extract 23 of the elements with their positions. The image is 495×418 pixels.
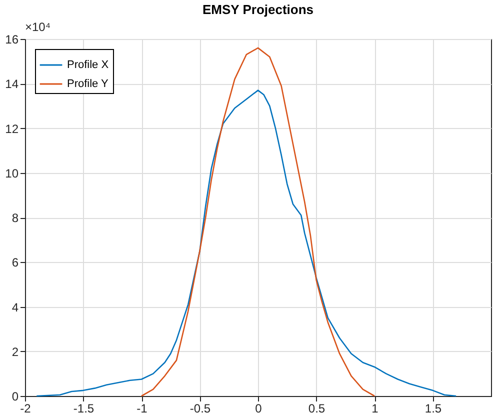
y-tick-label: 2	[12, 344, 19, 359]
x-tick-label: -0.5	[190, 402, 211, 416]
y-tick-label: 10	[5, 166, 19, 180]
y-tick-label: 12	[5, 122, 19, 136]
y-tick-label: 8	[12, 211, 19, 225]
line-series	[140, 47, 376, 397]
x-tick-label: 1	[372, 402, 379, 416]
legend-label: Profile X	[67, 59, 110, 71]
x-tick-label: -2	[20, 402, 32, 416]
y-tick-label: 0	[12, 390, 19, 404]
x-tick-label: -1	[136, 402, 148, 416]
y-tick-label: 16	[5, 32, 19, 46]
line-series	[36, 90, 457, 397]
y-tick-label: 6	[12, 256, 19, 270]
legend-label: Profile Y	[67, 78, 110, 90]
text: ×10⁴	[25, 20, 51, 34]
y-tick-label: 4	[12, 300, 19, 314]
x-tick-label: -1.5	[73, 402, 94, 416]
y-tick-label: 14	[5, 77, 19, 92]
x-tick-label: 1.5	[424, 402, 442, 416]
x-tick-label: 0.5	[308, 402, 326, 416]
chart-title: EMSY Projections	[202, 2, 314, 17]
x-tick-label: 0	[255, 402, 262, 416]
